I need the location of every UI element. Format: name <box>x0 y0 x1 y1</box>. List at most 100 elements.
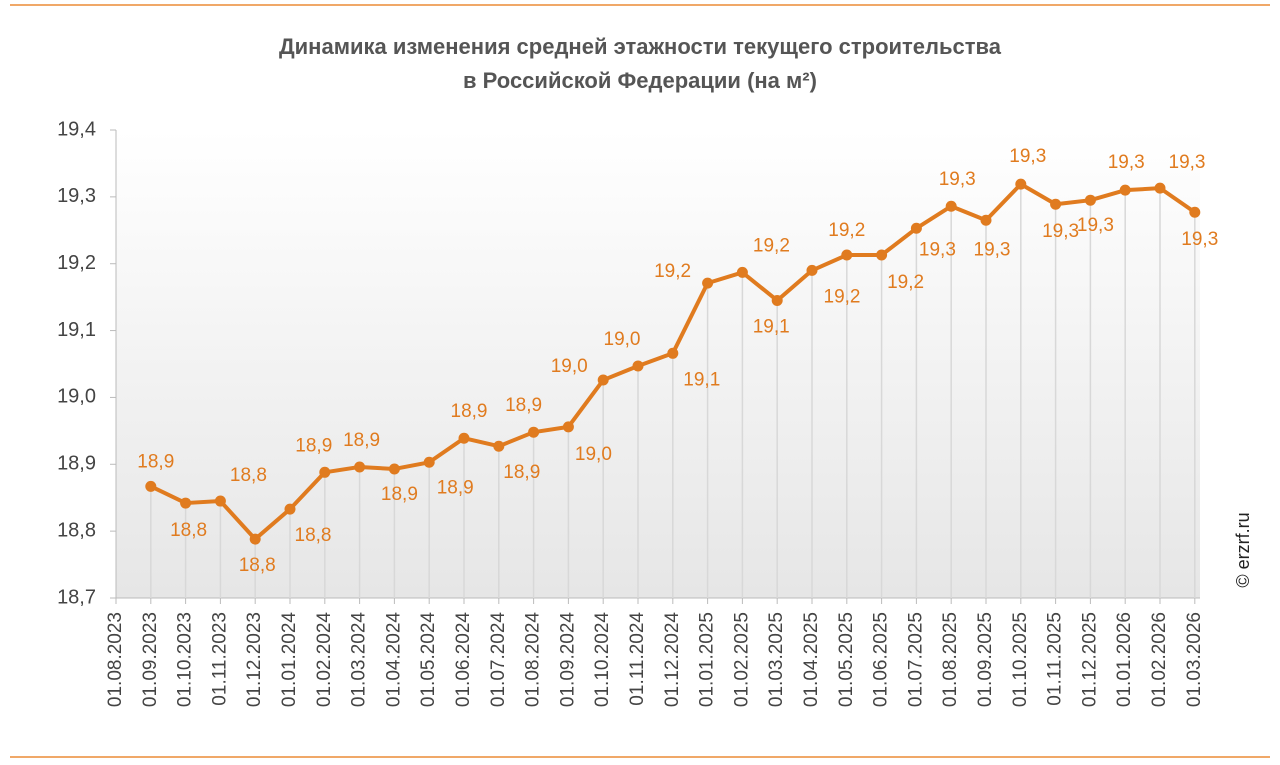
x-tick-label: 01.06.2025 <box>871 612 892 707</box>
y-tick-label: 19,2 <box>57 252 96 274</box>
point <box>841 249 853 261</box>
data-label: 18,9 <box>437 477 474 498</box>
point <box>736 266 748 278</box>
point <box>1154 182 1166 194</box>
data-label: 19,3 <box>939 169 976 190</box>
point <box>1015 178 1027 190</box>
data-label: 19,3 <box>1108 152 1145 173</box>
x-tick-label: 01.12.2024 <box>662 612 683 708</box>
data-label: 19,3 <box>919 239 956 260</box>
x-tick-label: 01.06.2024 <box>453 612 474 708</box>
data-label: 19,2 <box>824 286 861 307</box>
x-tick-label: 01.02.2025 <box>731 612 752 707</box>
data-label: 18,9 <box>381 484 418 505</box>
data-label: 19,1 <box>683 369 720 390</box>
data-label: 18,8 <box>239 555 276 576</box>
data-label: 18,8 <box>230 465 267 486</box>
data-label: 18,9 <box>451 401 488 422</box>
data-label: 19,2 <box>828 220 865 241</box>
x-tick-label: 01.08.2024 <box>523 612 544 708</box>
x-tick-label: 01.10.2023 <box>175 612 196 707</box>
source: © erzrf.ru <box>1233 512 1253 587</box>
x-tick-label: 01.01.2026 <box>1114 612 1135 707</box>
x-tick-label: 01.11.2023 <box>209 612 230 706</box>
point <box>423 456 435 468</box>
x-tick-label: 01.03.2024 <box>349 612 370 708</box>
data-label: 19,3 <box>1009 146 1046 167</box>
data-label: 19,0 <box>551 356 588 377</box>
data-label: 18,9 <box>137 451 174 472</box>
point <box>632 360 644 372</box>
x-tick-label: 01.04.2024 <box>383 612 404 708</box>
point <box>806 264 818 276</box>
x-tick-label: 01.07.2025 <box>905 612 926 707</box>
y-tick-label: 18,9 <box>57 453 96 475</box>
x-tick-label: 01.08.2025 <box>940 612 961 707</box>
y-tick-label: 19,0 <box>57 386 96 408</box>
point <box>1084 194 1096 206</box>
x-tick-label: 01.09.2023 <box>140 612 161 707</box>
point <box>249 533 261 545</box>
y-tick-label: 18,8 <box>57 519 96 541</box>
x-tick-label: 01.01.2024 <box>279 612 300 708</box>
point <box>214 495 226 507</box>
data-label: 18,8 <box>295 525 332 546</box>
x-tick-label: 01.07.2024 <box>488 612 509 708</box>
x-tick-label: 01.10.2024 <box>592 612 613 708</box>
point <box>1050 198 1062 210</box>
x-tick-label: 01.12.2023 <box>244 612 265 707</box>
data-label: 18,9 <box>503 462 540 483</box>
point <box>597 374 609 386</box>
point <box>388 463 400 475</box>
x-tick-label: 01.09.2025 <box>975 612 996 707</box>
x-tick-label: 01.04.2025 <box>801 612 822 707</box>
x-tick-label: 01.05.2024 <box>418 612 439 708</box>
point <box>145 480 157 492</box>
y-tick-label: 19,4 <box>57 118 96 140</box>
point <box>180 497 192 509</box>
x-tick-label: 01.01.2025 <box>697 612 718 707</box>
x-tick-label: 01.03.2025 <box>766 612 787 707</box>
data-label: 19,2 <box>654 261 691 282</box>
y-tick-label: 18,7 <box>57 586 96 608</box>
y-tick-label: 19,1 <box>57 319 96 341</box>
x-tick-label: 01.10.2025 <box>1010 612 1031 707</box>
data-label: 19,0 <box>575 444 612 465</box>
data-label: 19,3 <box>1181 229 1218 250</box>
point <box>980 214 992 226</box>
x-tick-label: 01.03.2026 <box>1184 612 1205 707</box>
data-label: 19,3 <box>1042 221 1079 242</box>
point <box>284 503 296 515</box>
data-label: 19,3 <box>974 239 1011 260</box>
chart-title: Динамика изменения средней этажности тек… <box>279 34 1002 59</box>
plot-background <box>116 130 1200 598</box>
x-tick-label: 01.11.2025 <box>1045 612 1066 706</box>
point <box>458 432 470 444</box>
point <box>702 277 714 289</box>
point <box>771 294 783 306</box>
point <box>876 249 888 261</box>
point <box>528 426 540 438</box>
point <box>493 440 505 452</box>
data-label: 19,0 <box>604 329 641 350</box>
data-label: 19,3 <box>1169 152 1206 173</box>
data-label: 18,9 <box>505 395 542 416</box>
point <box>354 461 366 473</box>
x-tick-label: 01.02.2024 <box>314 612 335 708</box>
y-tick-label: 19,3 <box>57 185 96 207</box>
x-tick-label: 01.11.2024 <box>627 612 648 706</box>
point <box>1189 206 1201 218</box>
data-label: 19,3 <box>1077 215 1114 236</box>
chart-title: в Российской Федерации (на м²) <box>463 68 817 93</box>
data-label: 19,1 <box>753 317 790 338</box>
data-label: 18,9 <box>343 430 380 451</box>
point <box>667 347 679 359</box>
point <box>945 200 957 212</box>
point <box>1119 184 1131 196</box>
x-tick-label: 01.12.2025 <box>1079 612 1100 707</box>
data-label: 18,8 <box>170 520 207 541</box>
data-label: 19,2 <box>753 235 790 256</box>
point <box>910 222 922 234</box>
data-label: 18,9 <box>295 435 332 456</box>
